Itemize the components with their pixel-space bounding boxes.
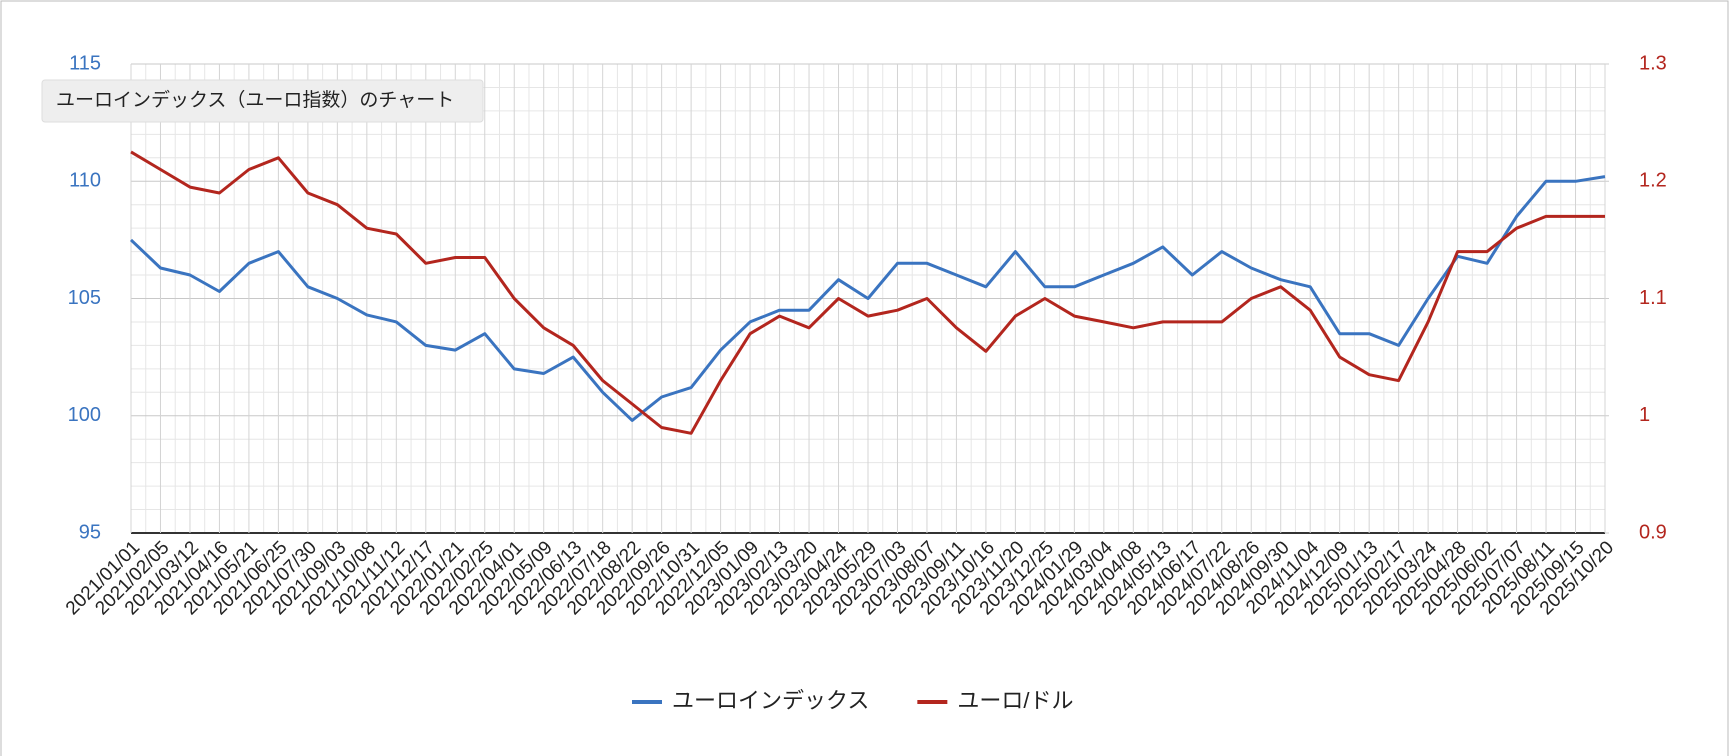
- y2-tick-label: 1.2: [1639, 170, 1667, 192]
- y2-tick-label: 1.3: [1639, 52, 1667, 74]
- y-tick-label: 95: [79, 521, 101, 543]
- plot: 951001051101150.911.11.21.32021/01/01202…: [62, 52, 1667, 619]
- y2-tick-label: 0.9: [1639, 521, 1667, 543]
- y-tick-label: 100: [68, 404, 101, 426]
- y2-tick-label: 1.1: [1639, 287, 1667, 309]
- legend-label: ユーロインデックス: [672, 688, 869, 713]
- y-tick-label: 105: [68, 287, 101, 309]
- legend-label: ユーロ/ドル: [957, 688, 1073, 713]
- title-box: [41, 79, 484, 123]
- y2-tick-label: 1: [1639, 404, 1650, 426]
- chart-title: ユーロインデックス（ユーロ指数）のチャート: [56, 89, 454, 111]
- y-tick-label: 115: [69, 52, 101, 74]
- line-series: [129, 175, 1606, 422]
- line-series: [130, 150, 1605, 435]
- y-tick-label: 110: [69, 170, 101, 192]
